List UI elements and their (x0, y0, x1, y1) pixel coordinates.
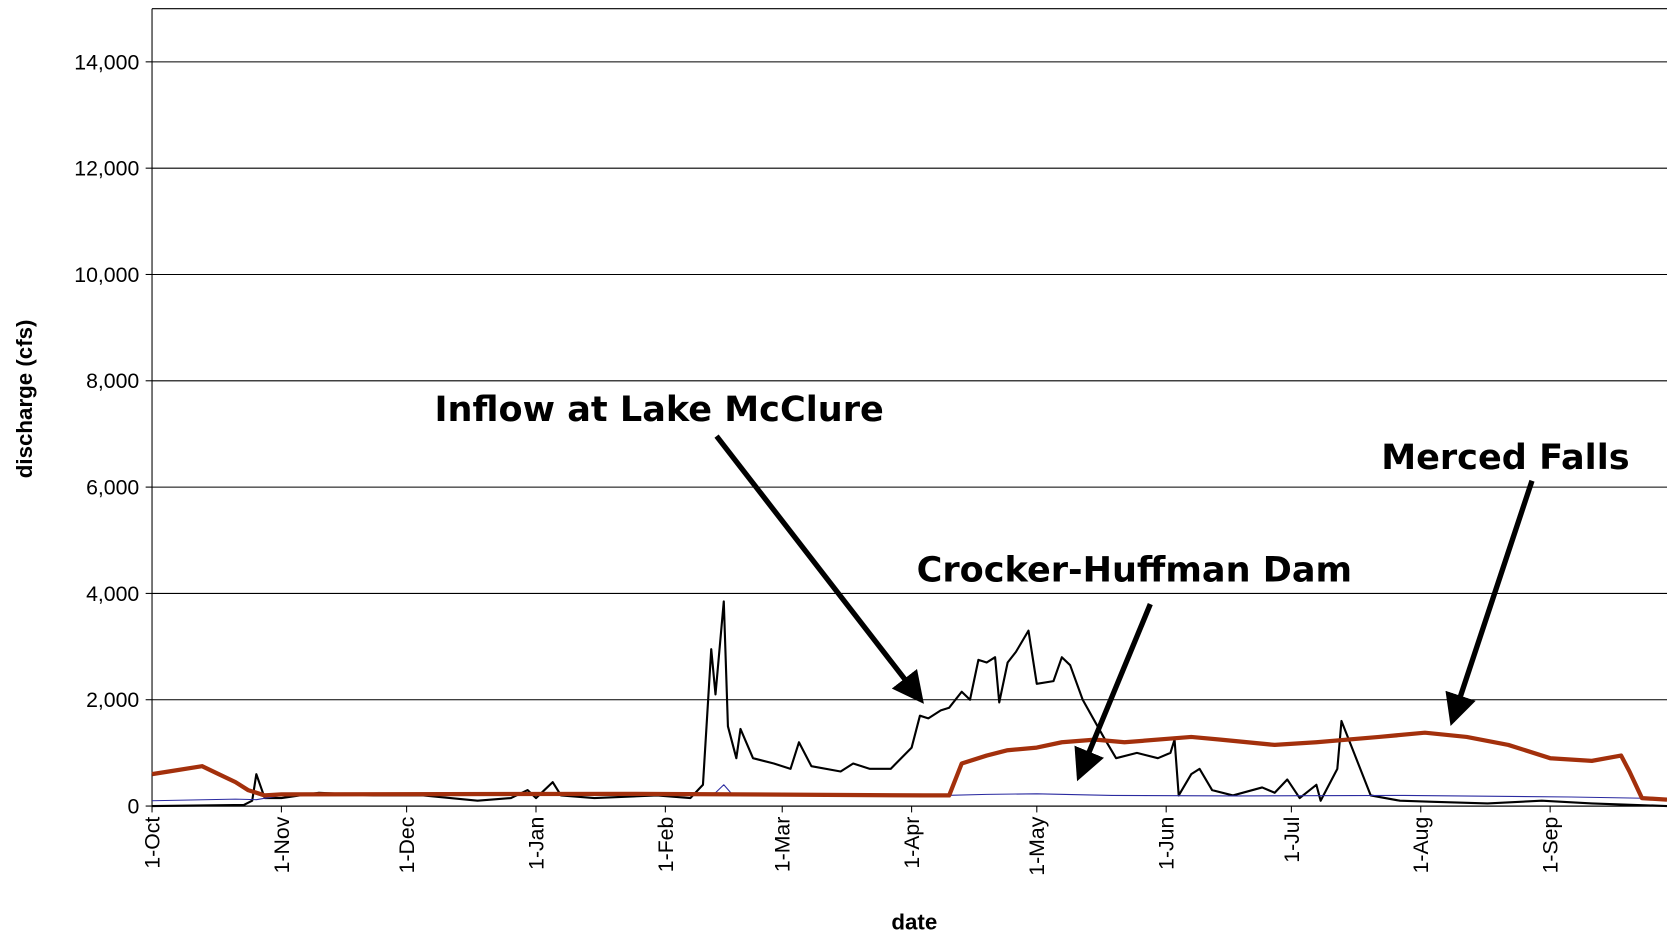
series-line (151, 730, 1667, 802)
y-tick-label: 8,000 (86, 369, 139, 393)
y-tick-label: 12,000 (74, 157, 139, 181)
x-tick-label: 1-Mar (771, 817, 795, 873)
annotation-arrow (714, 434, 924, 704)
y-tick-label: 6,000 (86, 476, 139, 500)
x-tick-label: 1-Feb (654, 817, 678, 873)
annotation-arrow (1074, 603, 1153, 782)
series-annotation: Crocker-Huffman Dam (917, 550, 1352, 591)
x-tick-label: 1-Jun (1155, 817, 1179, 870)
x-tick-label: 1-May (1025, 816, 1049, 875)
y-tick-label: 0 (127, 794, 139, 818)
y-tick-label: 14,000 (74, 50, 139, 74)
series-annotation: Inflow at Lake McClure (434, 389, 883, 430)
series-annotation: Merced Falls (1381, 437, 1629, 478)
x-tick-label: 1-Oct (140, 817, 164, 869)
x-tick-label: 1-Apr (900, 817, 924, 869)
x-tick-label: 1-Sep (1539, 817, 1563, 874)
x-tick-label: 1-Dec (395, 816, 419, 873)
x-tick-label: 1-Jan (524, 817, 548, 870)
x-axis-title: date (891, 909, 937, 934)
x-tick-label: 1-Aug (1409, 817, 1433, 874)
x-tick-label: 1-Jul (1280, 817, 1304, 863)
y-tick-label: 10,000 (74, 263, 139, 287)
x-tick-label: 1-Nov (270, 816, 294, 873)
y-tick-label: 2,000 (86, 688, 139, 712)
y-axis-title: discharge (cfs) (12, 320, 37, 479)
y-tick-label: 4,000 (86, 582, 139, 606)
series-line (152, 600, 1667, 808)
annotation-arrow (1445, 479, 1535, 727)
